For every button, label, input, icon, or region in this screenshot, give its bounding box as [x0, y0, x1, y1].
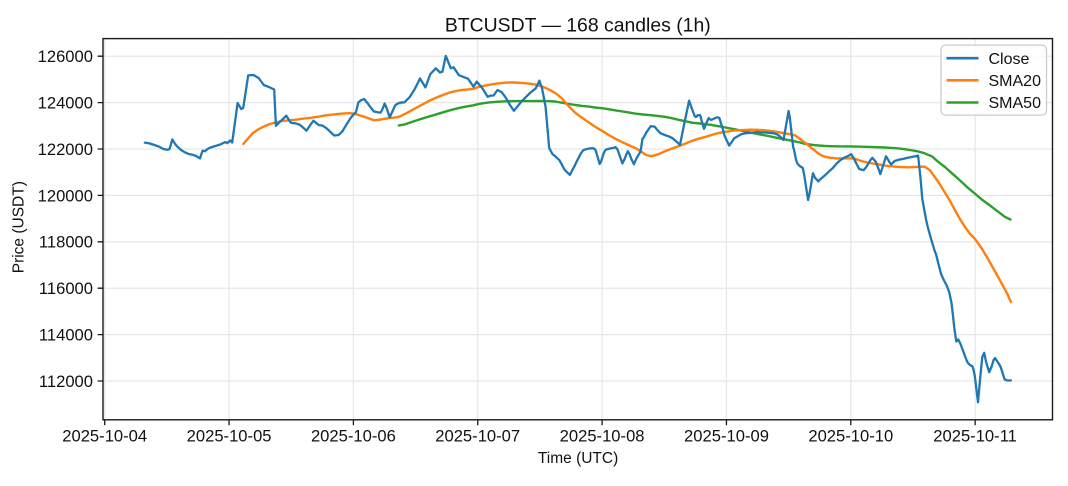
- svg-text:2025-10-09: 2025-10-09: [684, 426, 769, 445]
- svg-text:2025-10-04: 2025-10-04: [62, 426, 147, 445]
- svg-text:BTCUSDT — 168 candles (1h): BTCUSDT — 168 candles (1h): [445, 14, 711, 36]
- svg-text:2025-10-07: 2025-10-07: [435, 426, 520, 445]
- svg-text:Close: Close: [989, 51, 1030, 68]
- svg-text:122000: 122000: [38, 140, 93, 159]
- svg-text:Price (USDT): Price (USDT): [11, 181, 28, 273]
- svg-text:124000: 124000: [38, 94, 93, 113]
- svg-text:2025-10-11: 2025-10-11: [933, 426, 1017, 445]
- svg-text:Time (UTC): Time (UTC): [538, 450, 618, 467]
- svg-text:114000: 114000: [39, 326, 93, 345]
- svg-text:SMA20: SMA20: [989, 73, 1042, 90]
- svg-text:126000: 126000: [38, 47, 93, 66]
- svg-text:118000: 118000: [39, 233, 93, 252]
- svg-text:SMA50: SMA50: [989, 95, 1042, 112]
- svg-text:2025-10-10: 2025-10-10: [808, 426, 893, 445]
- svg-text:120000: 120000: [38, 186, 93, 205]
- svg-text:2025-10-08: 2025-10-08: [560, 426, 645, 445]
- svg-text:116000: 116000: [39, 279, 93, 298]
- svg-text:112000: 112000: [39, 372, 93, 391]
- svg-text:2025-10-05: 2025-10-05: [187, 426, 272, 445]
- svg-text:2025-10-06: 2025-10-06: [311, 426, 396, 445]
